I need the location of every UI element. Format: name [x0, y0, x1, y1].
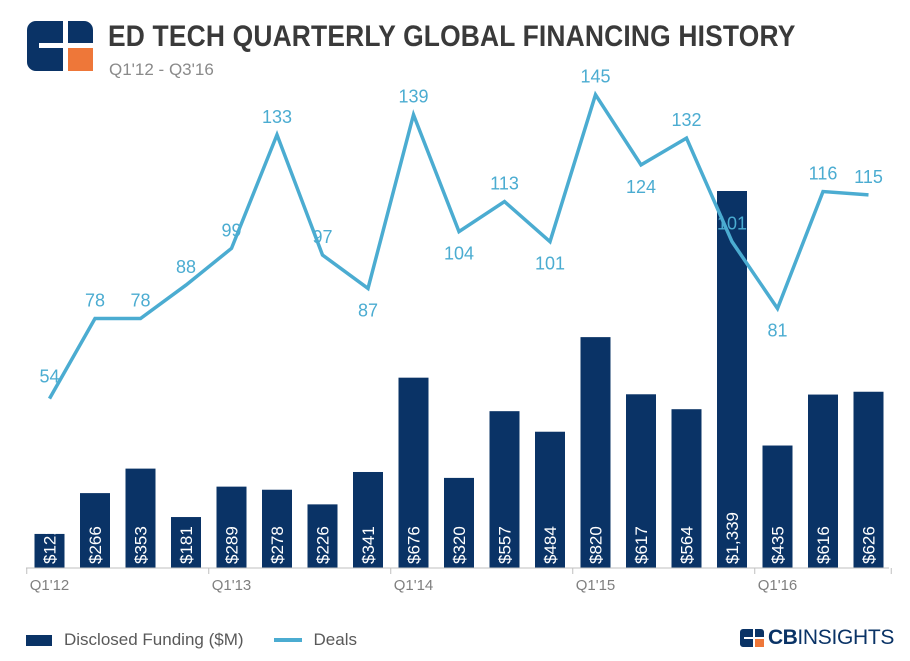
funding-bar-label: $557: [496, 526, 515, 564]
bars-layer: $121 $266 $353 $181 $289 $278 $226 $341 $676 $320…: [34, 191, 884, 568]
deals-label: 78: [85, 290, 105, 310]
legend-item-deals: Deals: [273, 630, 357, 650]
x-tick-label: Q1'12: [30, 577, 70, 594]
legend: Disclosed Funding ($M) Deals: [26, 629, 387, 651]
legend-label-deals: Deals: [313, 630, 357, 649]
deals-label: 133: [262, 107, 292, 127]
funding-bar: [398, 377, 429, 568]
funding-bar: [853, 391, 884, 568]
cb-logo: [27, 21, 93, 71]
funding-bar-label: $676: [405, 526, 424, 564]
funding-bar-label: $320: [450, 526, 469, 564]
deals-label: 78: [130, 290, 150, 310]
funding-bar-label: $121: [41, 526, 60, 564]
legend-item-funding: Disclosed Funding ($M): [26, 630, 244, 650]
deals-label: 101: [717, 214, 747, 234]
deals-label: 87: [358, 300, 378, 320]
funding-bar-label: $278: [268, 526, 287, 564]
funding-bar: [762, 445, 793, 568]
funding-bar-label: $820: [587, 526, 606, 564]
funding-bar: [671, 409, 702, 568]
logo-vertical-stroke: [63, 21, 68, 71]
deals-label: 104: [444, 244, 474, 264]
deals-label: 54: [39, 367, 59, 387]
x-axis: Q1'12 Q1'13 Q1'14 Q1'15 Q1'16: [26, 567, 892, 594]
deals-label: 132: [671, 110, 701, 130]
funding-bar-label: $435: [769, 526, 788, 564]
funding-bar: [489, 411, 520, 568]
funding-bar-label: $266: [86, 526, 105, 564]
deals-label: 101: [535, 254, 565, 274]
funding-bar: [216, 486, 247, 568]
funding-bar-label: $616: [814, 526, 833, 564]
chart-title: ED TECH QUARTERLY GLOBAL FINANCING HISTO…: [108, 20, 796, 53]
cbinsights-brand-icon: [740, 629, 764, 647]
funding-bar: [125, 468, 156, 568]
deals-label: 124: [626, 177, 656, 197]
funding-bar: [580, 337, 611, 568]
funding-bar-label: $617: [632, 526, 651, 564]
funding-bar: [626, 394, 656, 568]
deals-label: 97: [312, 227, 332, 247]
funding-bar: [34, 533, 65, 568]
funding-bar-label: $1,339: [723, 512, 742, 564]
funding-bar: [808, 394, 838, 568]
funding-bar: [717, 191, 747, 568]
deals-label: 81: [767, 320, 787, 340]
brand-cb: CB: [768, 626, 798, 649]
funding-bar-label: $626: [860, 526, 879, 564]
line-layer: 54 78 78 88 99 133 97 87 139 104 113 101 145 124 132 10…: [39, 67, 883, 400]
deals-label: 88: [176, 257, 196, 277]
funding-bar: [262, 489, 292, 568]
legend-label-funding: Disclosed Funding ($M): [64, 630, 244, 649]
deals-label: 115: [854, 167, 883, 187]
deals-label: 145: [580, 67, 610, 87]
funding-bar: [80, 493, 110, 568]
x-tick-label: Q1'14: [394, 577, 434, 594]
funding-bar: [171, 517, 201, 568]
funding-bar-label: $181: [177, 526, 196, 564]
funding-bar-label: $484: [541, 526, 560, 564]
brand-insights: INSIGHTS: [797, 626, 895, 649]
funding-bar-label: $341: [359, 526, 378, 564]
x-tick-label: Q1'13: [212, 577, 252, 594]
funding-bar: [353, 471, 383, 568]
cbinsights-brand: CB INSIGHTS: [740, 625, 894, 651]
funding-bar: [307, 504, 338, 568]
deals-label: 139: [398, 87, 428, 107]
funding-bar-label: $564: [678, 526, 697, 564]
funding-bar-label: $353: [132, 526, 151, 564]
legend-swatch-funding: [26, 634, 52, 646]
funding-bar: [535, 431, 565, 568]
x-tick-label: Q1'16: [758, 577, 798, 594]
deals-label: 99: [221, 220, 241, 240]
legend-swatch-deals: [273, 638, 302, 642]
deals-label: 116: [809, 164, 838, 184]
x-tick-label: Q1'15: [576, 577, 616, 594]
funding-bar-label: $226: [314, 526, 333, 564]
funding-bar: [444, 477, 474, 568]
logo-orange-block: [67, 47, 93, 71]
funding-bar-label: $289: [223, 526, 242, 564]
chart-subtitle: Q1'12 - Q3'16: [109, 60, 214, 79]
deals-label: 113: [490, 174, 519, 194]
deals-line: [47, 90, 869, 400]
